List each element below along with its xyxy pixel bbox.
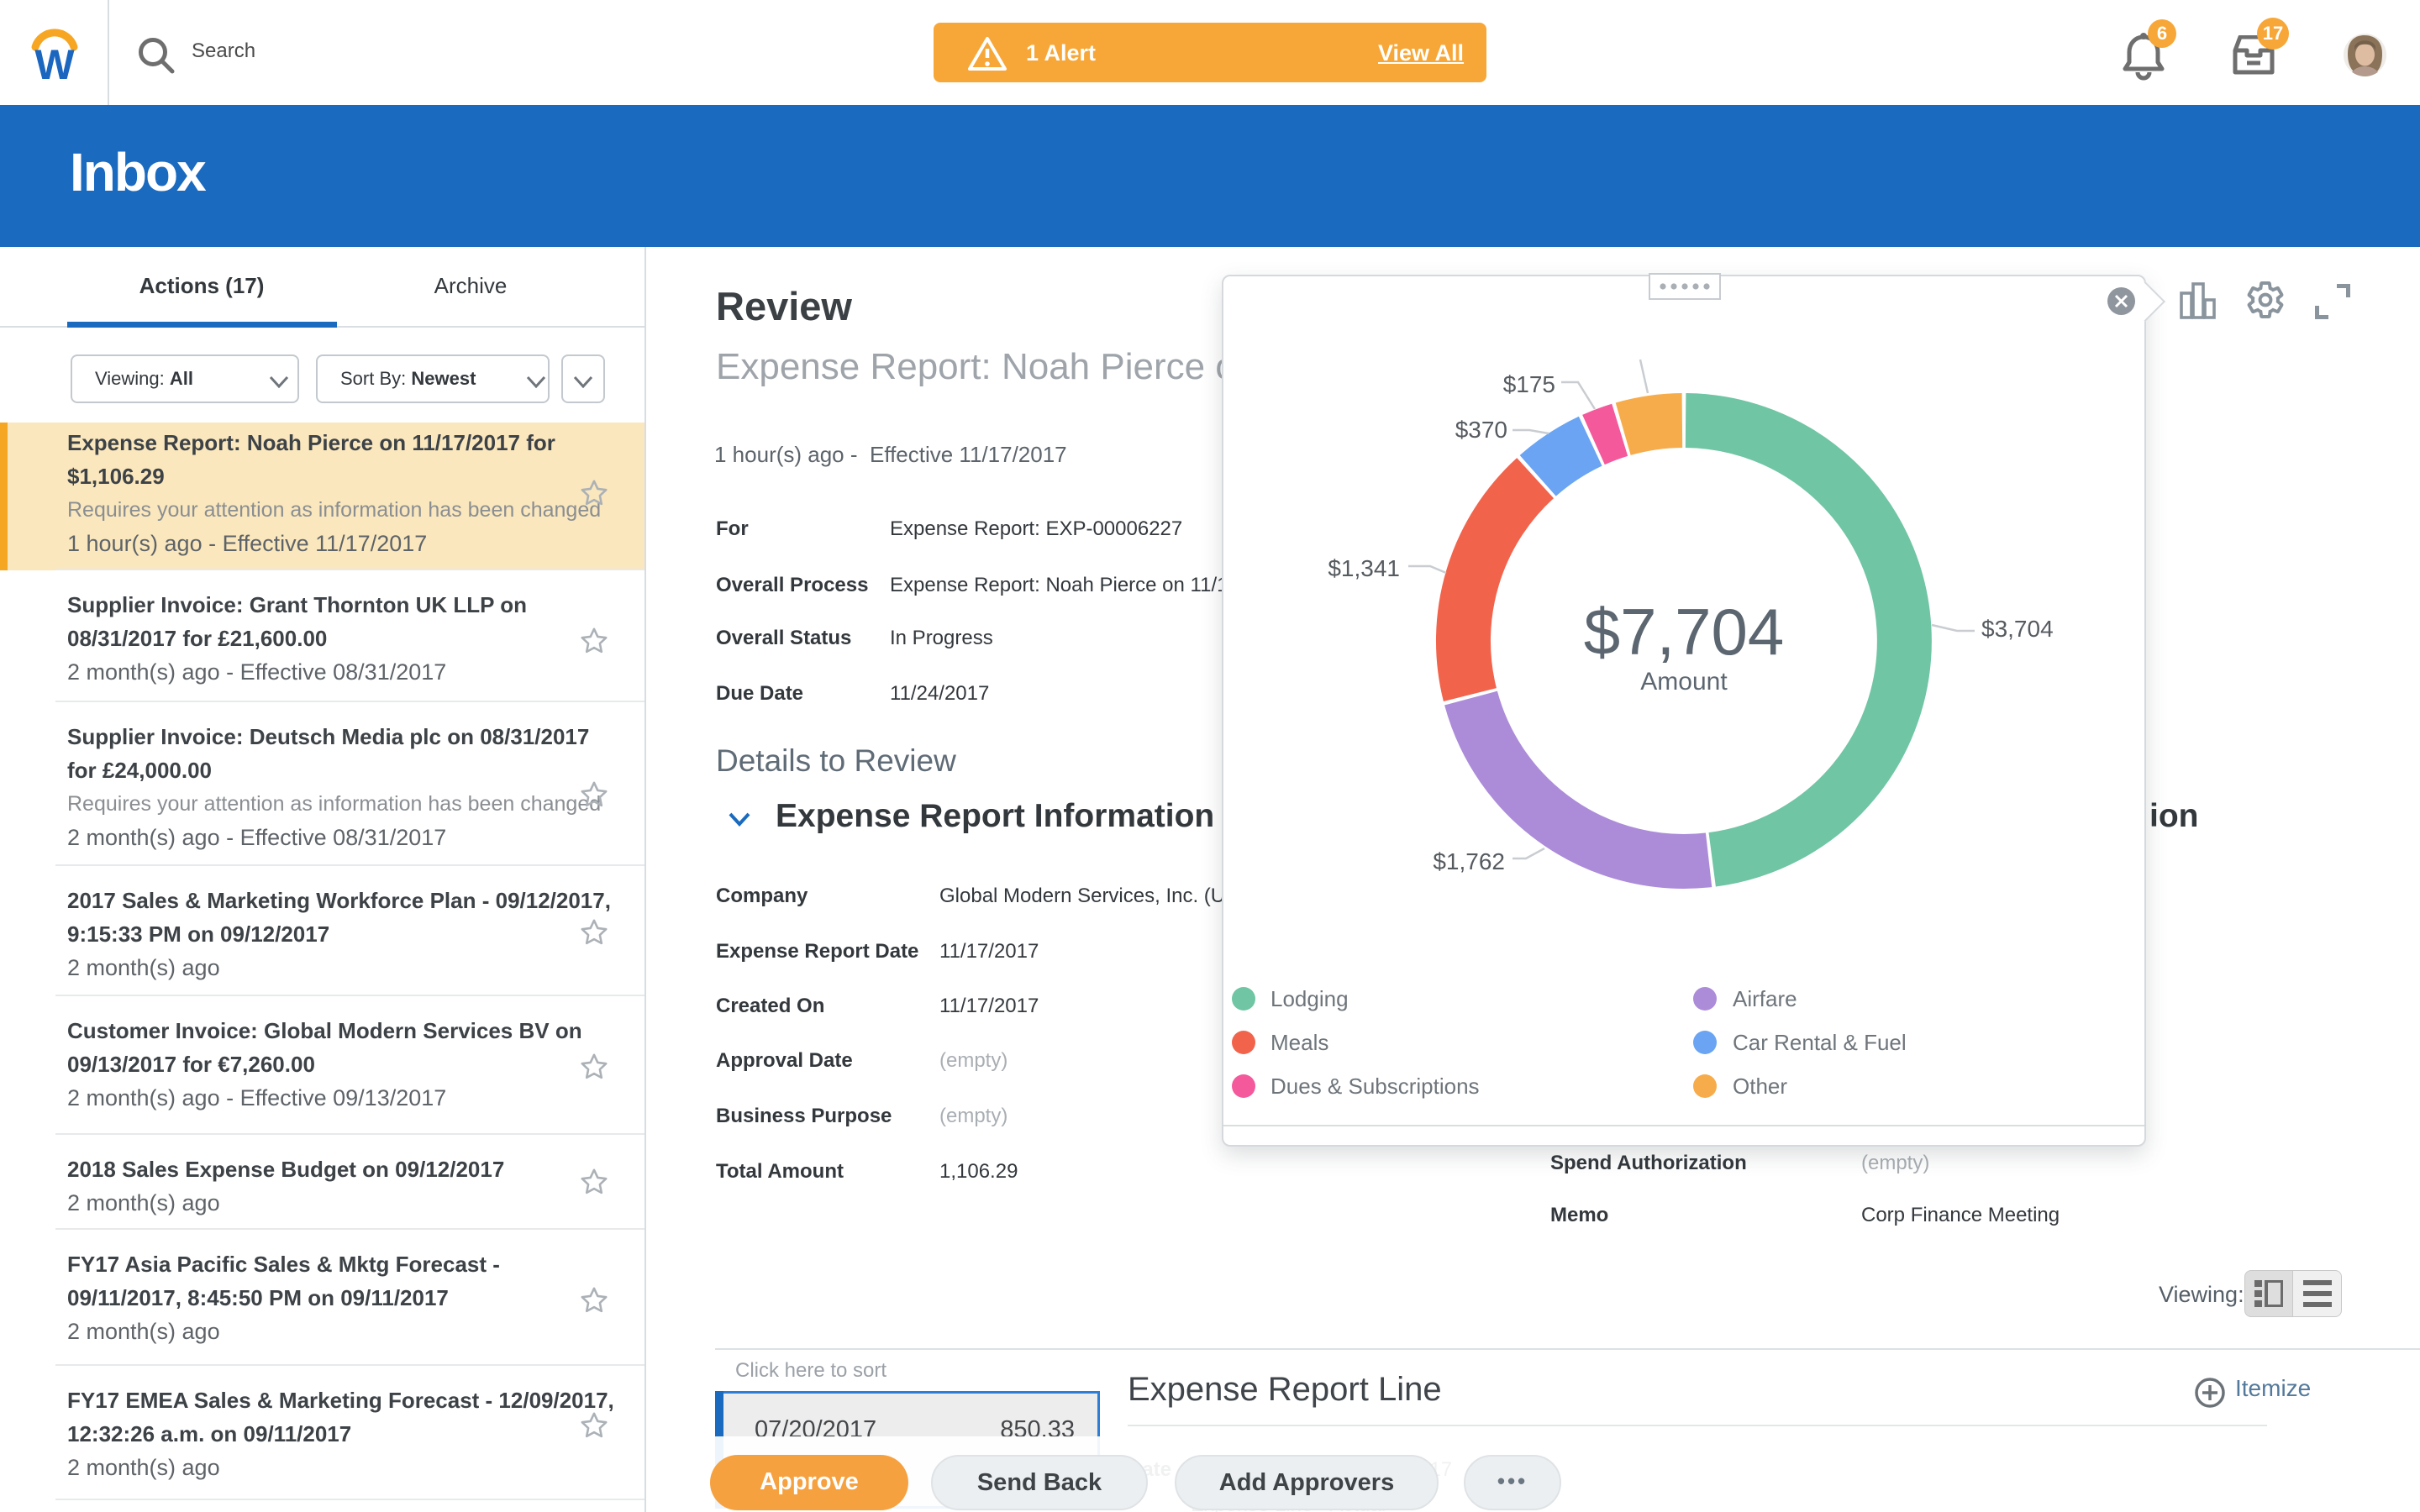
svg-text:$1,762: $1,762 — [1433, 848, 1505, 874]
svg-text:$7,704: $7,704 — [1584, 595, 1785, 669]
svg-text:$175: $175 — [1503, 371, 1555, 397]
svg-text:W: W — [34, 41, 75, 84]
svg-text:Dues & Subscriptions: Dues & Subscriptions — [1270, 1074, 1480, 1099]
svg-text:$370: $370 — [1455, 417, 1507, 443]
svg-text:Airfare: Airfare — [1733, 986, 1797, 1011]
svg-text:$3,704: $3,704 — [1981, 616, 2054, 642]
svg-text:Other: Other — [1733, 1074, 1787, 1099]
svg-text:$1,341: $1,341 — [1328, 555, 1400, 581]
svg-text:Car Rental & Fuel: Car Rental & Fuel — [1733, 1030, 1907, 1055]
svg-text:Lodging: Lodging — [1270, 986, 1349, 1011]
svg-text:Meals: Meals — [1270, 1030, 1328, 1055]
svg-text:Amount: Amount — [1640, 668, 1728, 696]
